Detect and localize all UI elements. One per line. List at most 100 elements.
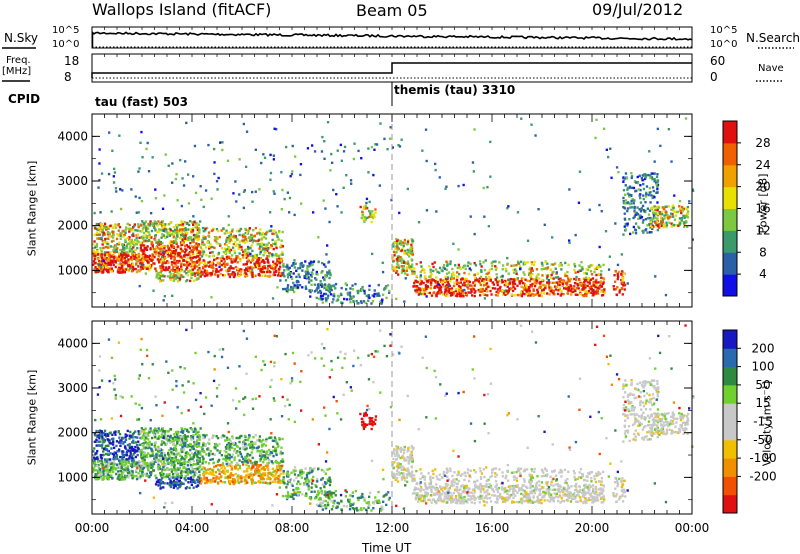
velocity-cell: [317, 498, 320, 501]
power-cell: [162, 258, 165, 262]
power-cell: [250, 244, 253, 247]
power-cell: [155, 223, 158, 226]
power-cell: [518, 293, 521, 297]
velocity-cell: [227, 453, 230, 456]
power-cell: [573, 277, 576, 281]
velocity-cell: [403, 448, 406, 451]
velocity-cell: [184, 437, 187, 441]
power-cell: [422, 290, 426, 293]
velocity-cell: [121, 457, 124, 461]
velocity-cell: [333, 499, 336, 503]
power-cell: [144, 256, 147, 259]
velocity-cell: [124, 467, 127, 470]
power-cell: [201, 273, 204, 276]
velocity-cell: [410, 456, 413, 459]
velocity-cell: [328, 476, 331, 479]
power-cell: [197, 237, 201, 241]
velocity-cell: [348, 498, 351, 501]
velocity-cell: [208, 438, 211, 441]
power-cell: [393, 254, 396, 257]
nsky-legend-line: [2, 47, 36, 49]
power-cell: [247, 269, 251, 272]
velocity-cell: [192, 434, 195, 437]
power-cell: [319, 280, 322, 283]
velocity-cell: [98, 434, 101, 438]
power-cell: [401, 241, 404, 244]
power-cell: [373, 289, 376, 292]
velocity-cell: [260, 476, 263, 480]
velocity-cell: [190, 456, 193, 459]
velocity-cell: [502, 500, 505, 503]
velocity-cell: [231, 435, 234, 438]
velocity-cell: [264, 444, 268, 447]
velocity-cell: [109, 431, 112, 435]
velocity-cell: [282, 460, 285, 463]
power-cell: [257, 257, 260, 260]
power-cell: [173, 262, 176, 265]
velocity-cell: [94, 434, 97, 437]
power-cell: [164, 256, 167, 259]
power-cell: [189, 241, 192, 245]
power-cell: [260, 245, 263, 249]
velocity-cell: [144, 441, 147, 444]
power-cell: [410, 245, 413, 249]
velocity-cell: [251, 442, 254, 445]
velocity-cell: [124, 435, 127, 439]
power-cell: [198, 258, 201, 261]
velocity-cell: [242, 470, 246, 473]
power-cell: [278, 231, 281, 234]
velocity-cell: [292, 469, 295, 472]
power-cell: [197, 245, 200, 248]
velocity-cell: [558, 490, 562, 494]
power-cell: [237, 256, 240, 259]
power-cell: [164, 228, 168, 231]
velocity-cell: [248, 442, 251, 446]
velocity-cell: [496, 501, 499, 504]
velocity-cell: [263, 468, 266, 472]
power-cell: [295, 275, 298, 279]
velocity-cell: [266, 474, 269, 477]
velocity-cell: [117, 431, 120, 434]
velocity-cell: [324, 499, 327, 503]
velocity-cell: [183, 466, 186, 469]
velocity-cell: [353, 507, 356, 511]
velocity-cell: [336, 501, 339, 505]
velocity-cell: [115, 440, 119, 443]
power-cell: [264, 237, 268, 240]
velocity-cell: [121, 463, 124, 466]
velocity-cell: [411, 492, 415, 495]
power-cell: [328, 276, 331, 280]
power-cell: [143, 258, 147, 261]
velocity-cell: [111, 466, 114, 469]
velocity-cell: [254, 470, 257, 474]
velocity-cell: [170, 457, 174, 460]
power-cell: [181, 250, 184, 253]
velocity-cell: [261, 450, 264, 453]
power-cell: [125, 254, 128, 257]
power-cell: [238, 240, 242, 243]
power-cell: [231, 228, 234, 231]
velocity-cell: [309, 497, 312, 501]
power-cell: [249, 237, 252, 240]
velocity-cell: [323, 470, 326, 473]
power-cell: [282, 274, 285, 277]
power-cell: [242, 240, 245, 244]
velocity-cell: [101, 473, 105, 476]
power-cell: [140, 248, 143, 252]
velocity-cell: [125, 458, 128, 461]
velocity-cell: [208, 442, 211, 445]
velocity-cell: [198, 460, 201, 463]
velocity-cell: [205, 481, 209, 484]
power-cell: [141, 256, 145, 259]
velocity-cell: [545, 488, 548, 491]
freq-unit-label: [MHz]: [2, 66, 32, 77]
power-cell: [374, 211, 377, 214]
velocity-cell: [126, 465, 130, 468]
power-cell: [159, 258, 162, 261]
power-cell: [157, 238, 160, 242]
power-cell: [193, 256, 196, 259]
power-cell: [236, 261, 239, 264]
power-cell: [397, 264, 400, 267]
power-cell: [259, 266, 263, 269]
power-cell: [392, 265, 395, 268]
